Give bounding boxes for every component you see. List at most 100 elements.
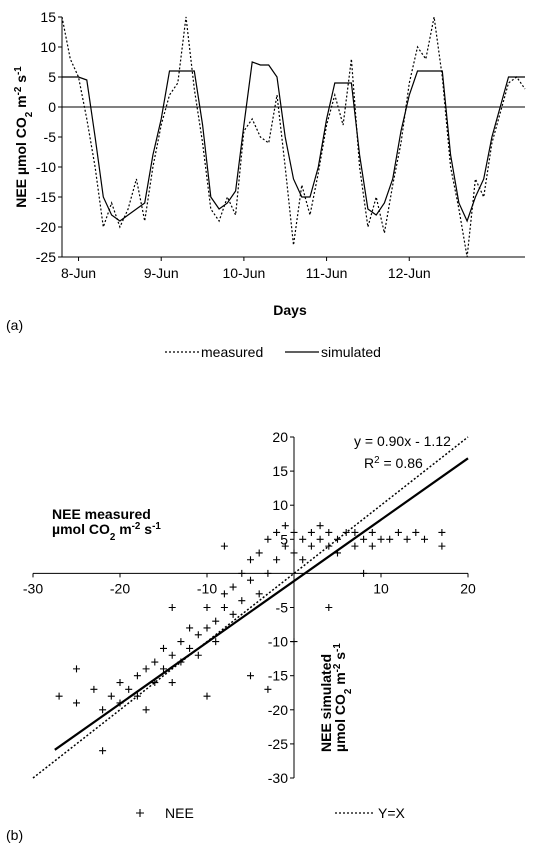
scatter-point [412, 528, 420, 536]
series-line [62, 61, 525, 223]
scatter-point [316, 535, 324, 543]
label-part: -1 [13, 66, 24, 75]
series-line [61, 16, 526, 258]
label-part: -2 [132, 521, 141, 532]
label-part: m [115, 521, 131, 537]
label-part: -2 [332, 663, 343, 672]
scatter-point [360, 535, 368, 543]
label-part: NEE µmol CO [13, 117, 29, 208]
label-part: µmol CO [332, 694, 348, 752]
scatter-point [325, 542, 333, 550]
scatter-point [142, 665, 150, 673]
scatter-point [229, 610, 237, 618]
label-part: -2 [13, 86, 24, 95]
scatter-point [403, 535, 411, 543]
scatter-point [255, 590, 263, 598]
x-tick-label: 10 [373, 580, 389, 596]
scatter-point [99, 747, 107, 755]
panel-label: (a) [6, 317, 23, 333]
legend-label: NEE [165, 805, 194, 821]
x-tick-label: 20 [460, 580, 476, 596]
scatter-point [247, 576, 254, 584]
reference-line [54, 457, 469, 751]
scatter-point [238, 597, 246, 605]
scatter-point [264, 535, 272, 543]
y-tick-label: -25 [36, 249, 56, 265]
x-tick-label: 11-Jun [306, 265, 348, 281]
scatter-point [264, 685, 272, 693]
scatter-point [394, 528, 402, 536]
y-tick-label: 5 [48, 69, 56, 85]
scatter-point [325, 528, 333, 536]
label-part: -1 [152, 521, 161, 532]
scatter-point [90, 685, 98, 693]
y-tick-label: -15 [36, 189, 56, 205]
scatter-point [133, 672, 141, 680]
x-tick-label: 9-Jun [144, 265, 179, 281]
scatter-point [299, 535, 307, 543]
scatter-point [299, 556, 307, 564]
scatter-point [142, 706, 150, 714]
legend-label: Y=X [378, 805, 406, 821]
scatter-point [438, 542, 446, 550]
scatter-point [168, 604, 176, 611]
scatter-point [212, 638, 220, 646]
scatter-point [247, 672, 254, 680]
scatter-point [386, 535, 394, 543]
scatter-point [438, 528, 446, 536]
scatter-point [160, 644, 167, 652]
label-part: NEE simulated [318, 654, 334, 752]
scatter-point [307, 542, 315, 550]
scatter-point [212, 617, 220, 625]
reference-line [32, 436, 469, 779]
scatter-point [229, 583, 237, 591]
label: R2 = 0.86 [364, 455, 423, 472]
label-part: 2 [24, 111, 35, 117]
scatter-point [186, 644, 194, 652]
x-axis-title: Days [273, 302, 307, 318]
scatter-point [203, 604, 211, 611]
label: y = 0.90x - 1.12 [354, 433, 451, 449]
scatter-point [273, 528, 281, 536]
y-tick-label: -25 [268, 736, 288, 752]
scatter-point [186, 624, 194, 632]
y-tick-label: -10 [36, 159, 56, 175]
x-tick-label: 8-Jun [61, 265, 96, 281]
y-tick-label: -20 [36, 219, 56, 235]
label-part: s [13, 75, 29, 87]
scatter-point [368, 542, 376, 550]
scatter-point [55, 692, 63, 700]
label-part: s [140, 521, 152, 537]
scatter-point [194, 651, 202, 659]
y-tick-label: -15 [268, 668, 288, 684]
scatter-point [316, 522, 324, 530]
label-part: 2 [374, 455, 379, 466]
scatter-point [307, 528, 315, 536]
label-part: m [332, 672, 348, 688]
label-part: 2 [343, 688, 354, 694]
y-tick-label: -5 [44, 129, 57, 145]
scatter-point [220, 604, 228, 611]
label-part: µmol CO [52, 521, 110, 537]
y-tick-label: -20 [268, 702, 288, 718]
y-tick-label: 5 [280, 531, 288, 547]
y-tick-label: -10 [268, 634, 288, 650]
legend-swatch [136, 809, 144, 817]
y-tick-label: -30 [268, 770, 288, 786]
scatter-point [220, 590, 228, 598]
scatter-point [203, 624, 211, 632]
label-part: = 0.86 [380, 455, 423, 471]
scatter-point [99, 706, 107, 714]
scatter-point [351, 542, 359, 550]
label: NEE simulatedµmol CO2 m-2 s-1 [318, 643, 354, 752]
legend-label: measured [201, 344, 263, 360]
y-tick-label: 15 [272, 463, 288, 479]
label: NEE µmol CO2 m-2 s-1 [13, 66, 35, 208]
legend-label: simulated [321, 344, 381, 360]
scatter-point [160, 665, 167, 673]
scatter-point [151, 658, 159, 666]
label-part: y = 0.90x - 1.12 [354, 433, 451, 449]
label-part: R [364, 455, 374, 471]
